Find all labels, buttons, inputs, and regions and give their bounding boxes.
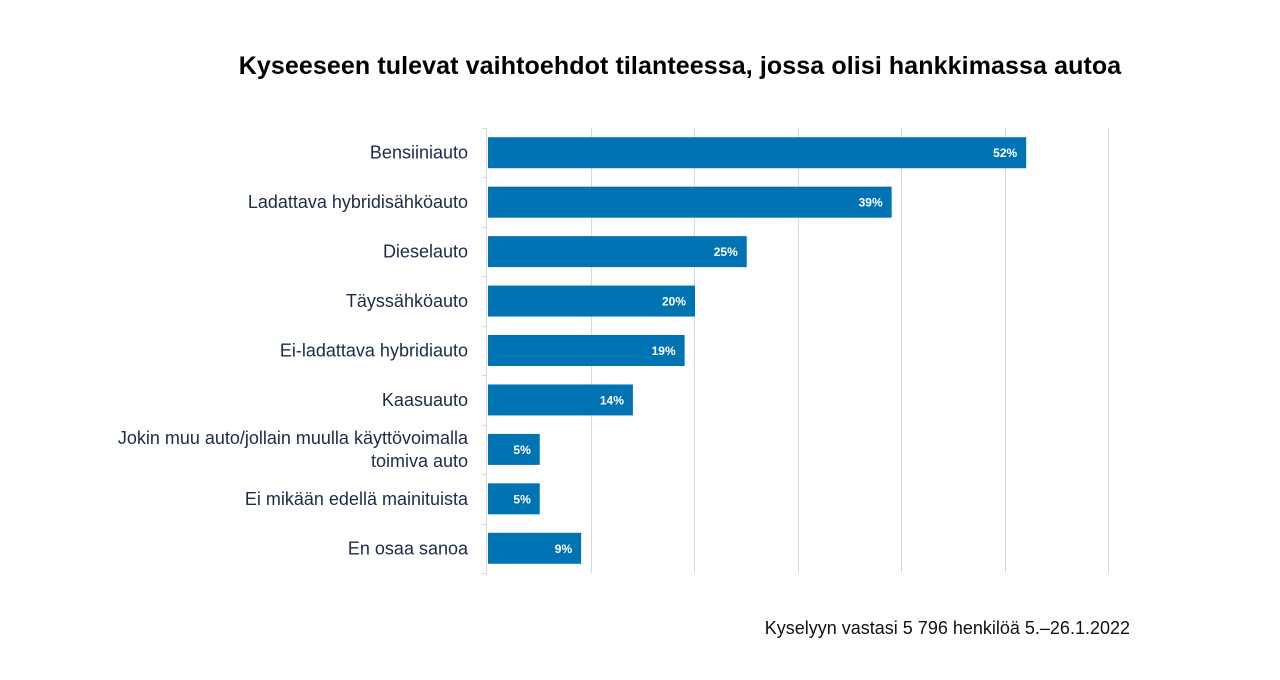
bar — [488, 186, 892, 218]
data-label: 14% — [600, 393, 624, 407]
data-label: 52% — [993, 146, 1017, 160]
category-label: En osaa sanoa — [348, 538, 469, 558]
category-label: Bensiiniauto — [370, 143, 468, 163]
bar — [488, 532, 582, 564]
category-label: Kaasuauto — [382, 390, 468, 410]
bar — [488, 433, 540, 465]
category-label: Ei mikään edellä mainituista — [245, 489, 469, 509]
bar — [488, 384, 633, 416]
bar — [488, 483, 540, 515]
source-note: Kyselyyn vastasi 5 796 henkilöä 5.–26.1.… — [764, 618, 1130, 638]
category-label: Jokin muu auto/jollain muulla käyttövoim… — [118, 428, 469, 448]
category-label: Ladattava hybridisähköauto — [248, 192, 468, 212]
data-label: 20% — [662, 295, 686, 309]
bar — [488, 137, 1027, 169]
category-label: Dieselauto — [383, 242, 468, 262]
data-label: 9% — [555, 542, 573, 556]
bar — [488, 236, 747, 268]
chart-title: Kyseeseen tulevat vaihtoehdot tilanteess… — [238, 52, 1122, 80]
data-label: 5% — [513, 443, 531, 457]
data-label: 19% — [652, 344, 676, 358]
data-label: 25% — [714, 245, 738, 259]
data-label: 39% — [859, 196, 883, 210]
category-label: Täyssähköauto — [346, 291, 468, 311]
bar — [488, 335, 685, 366]
category-label: Ei-ladattava hybridiauto — [280, 341, 468, 361]
data-label: 5% — [513, 492, 531, 506]
bar — [488, 285, 695, 317]
category-label: toimiva auto — [371, 451, 468, 471]
